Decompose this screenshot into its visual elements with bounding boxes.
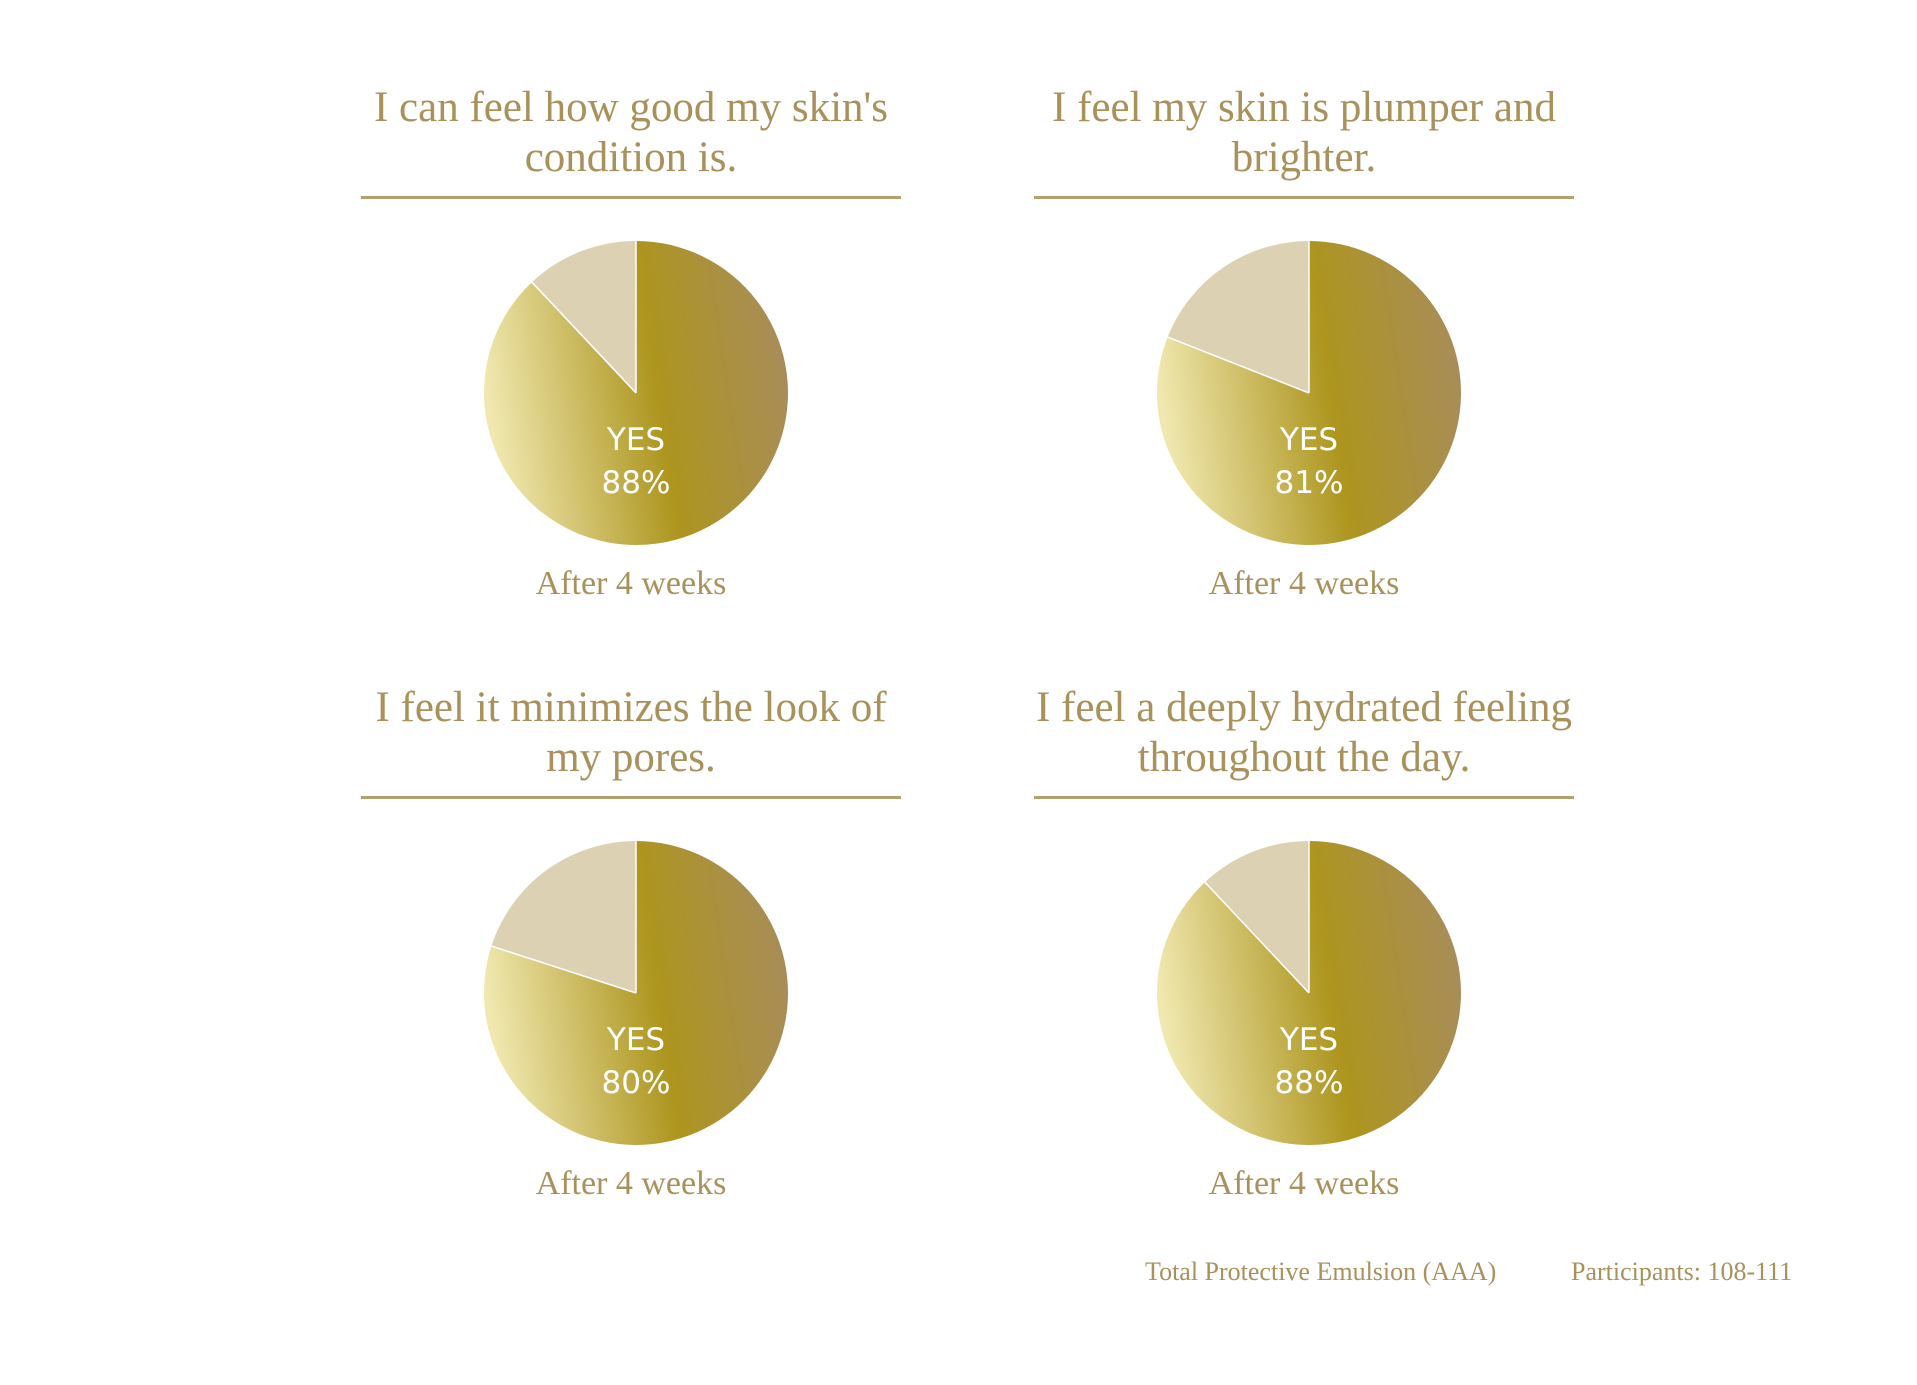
footer-product: Total Protective Emulsion (AAA) xyxy=(1145,1257,1497,1286)
pie-chart: YES 80% xyxy=(484,841,788,1145)
footer-participants: Participants: 108-111 xyxy=(1571,1257,1793,1286)
chart-caption: After 4 weeks xyxy=(535,565,727,602)
title-divider xyxy=(361,796,901,799)
chart-title: I feel a deeply hydrated feeling through… xyxy=(1035,684,1573,781)
pie-label-value: 80% xyxy=(602,1065,671,1101)
pie-slice-other xyxy=(491,841,636,993)
pie-chart: YES 88% xyxy=(1157,841,1461,1145)
slice-divider xyxy=(1167,336,1310,394)
chart-panel-1: I can feel how good my skin's condition … xyxy=(361,78,901,608)
chart-title: I feel my skin is plumper and brighter. xyxy=(1052,84,1556,181)
pie-label-category: YES xyxy=(606,1022,665,1058)
pie-label-value: 81% xyxy=(1275,465,1344,501)
title-divider xyxy=(1034,196,1574,199)
chart-caption: After 4 weeks xyxy=(535,1165,727,1202)
pie-label-category: YES xyxy=(1279,422,1338,458)
pie-label-value: 88% xyxy=(602,465,671,501)
pie-slice-other xyxy=(1204,841,1309,993)
pie-chart: YES 88% xyxy=(484,241,788,545)
chart-title: I can feel how good my skin's condition … xyxy=(373,84,889,181)
pie-label-category: YES xyxy=(606,422,665,458)
pie-chart: YES 81% xyxy=(1157,241,1461,545)
pie-slice-other xyxy=(1167,241,1309,393)
slice-divider xyxy=(1204,881,1310,994)
pie-label-category: YES xyxy=(1279,1022,1338,1058)
chart-panel-2: I feel my skin is plumper and brighter. … xyxy=(1034,78,1574,608)
chart-caption: After 4 weeks xyxy=(1208,1165,1400,1202)
chart-panel-3: I feel it minimizes the look of my pores… xyxy=(361,678,901,1208)
chart-panel-4: I feel a deeply hydrated feeling through… xyxy=(1034,678,1574,1208)
title-divider xyxy=(1034,796,1574,799)
chart-caption: After 4 weeks xyxy=(1208,565,1400,602)
title-divider xyxy=(361,196,901,199)
pie-slice-other xyxy=(531,241,636,393)
pie-label-value: 88% xyxy=(1275,1065,1344,1101)
slice-divider xyxy=(491,945,637,994)
slice-divider xyxy=(531,281,637,394)
chart-title: I feel it minimizes the look of my pores… xyxy=(375,684,887,781)
